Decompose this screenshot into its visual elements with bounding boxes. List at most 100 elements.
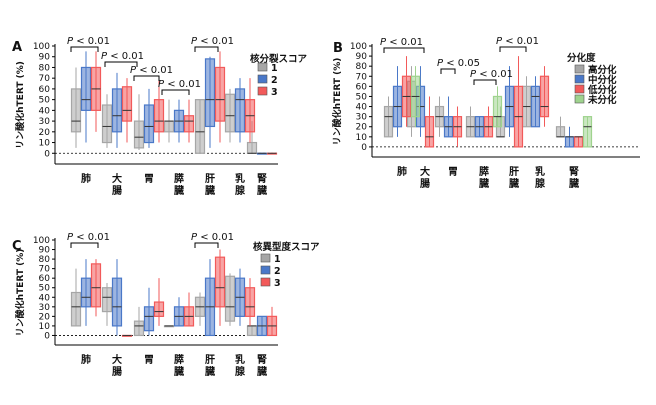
significance-bracket (161, 89, 190, 95)
y-tick-label: 90 (356, 52, 368, 62)
significance-bracket (194, 46, 219, 52)
significance-bracket (499, 46, 527, 52)
category-label: 腸 (112, 184, 122, 197)
y-tick-label: 60 (39, 85, 51, 95)
box (101, 104, 113, 144)
y-tick-label: 70 (39, 265, 51, 275)
legend-swatch (260, 265, 271, 275)
legend-title: 核異型度スコア (253, 241, 320, 253)
y-tick-label: 90 (39, 246, 51, 256)
y-tick-label: 80 (356, 62, 368, 72)
box (70, 88, 82, 133)
legend-label: 未分化 (587, 94, 617, 106)
category-label: 大 (112, 353, 122, 366)
category-label: 臓 (509, 177, 519, 190)
legend-title: 核分裂スコア (250, 53, 308, 65)
y-axis-label: リン酸化hTERT (%) (14, 249, 26, 337)
significance-label: P < 0.01 (158, 79, 201, 90)
significance-label: P < 0.01 (101, 51, 144, 62)
box (582, 116, 593, 148)
y-tick-label: 50 (39, 96, 51, 106)
y-tick-label: 20 (39, 128, 51, 138)
box (153, 301, 165, 317)
category-label: 乳 (235, 172, 245, 185)
box (573, 136, 584, 148)
category-label: 腸 (112, 365, 122, 378)
legend-label: 低分化 (587, 84, 617, 96)
box (246, 325, 258, 337)
y-tick-label: 0 (361, 143, 367, 153)
category-label: 大 (112, 172, 122, 185)
significance-bracket (70, 242, 99, 248)
significance-label: P < 0.01 (67, 232, 110, 243)
box (121, 86, 133, 122)
significance-bracket (70, 46, 99, 52)
legend-label: 3 (271, 87, 278, 98)
significance-label: P < 0.01 (496, 36, 539, 47)
box (90, 263, 102, 308)
box (214, 66, 226, 122)
category-label: 腎 (257, 173, 267, 185)
significance-label: P < 0.01 (380, 37, 423, 48)
y-tick-label: 80 (39, 255, 51, 265)
category-label: 肝 (205, 173, 215, 185)
panel-letter: C (12, 239, 22, 254)
category-label: 臓 (257, 184, 267, 197)
y-tick-label: 60 (39, 274, 51, 284)
y-tick-label: 40 (39, 106, 51, 116)
legend-label: 1 (274, 254, 281, 265)
category-label: 腺 (235, 365, 246, 378)
significance-label: P < 0.01 (470, 69, 513, 80)
legend-swatch (257, 74, 268, 84)
y-tick-label: 70 (356, 72, 368, 82)
legend-swatch (574, 64, 585, 74)
box (183, 115, 195, 133)
box (224, 275, 236, 322)
box (214, 256, 226, 308)
category-label: 膵 (174, 172, 184, 185)
box (101, 287, 113, 313)
box (133, 320, 145, 337)
significance-bracket (383, 47, 425, 53)
category-label: 腸 (420, 177, 430, 190)
category-label: 肺 (81, 172, 91, 185)
y-axis-label: リン酸化hTERT (%) (331, 58, 343, 146)
y-tick-label: 50 (356, 92, 368, 102)
box (383, 105, 394, 138)
significance-label: P < 0.01 (191, 232, 234, 243)
y-tick-label: 20 (39, 312, 51, 322)
y-tick-label: 30 (356, 113, 368, 123)
box (555, 126, 566, 138)
box (80, 277, 92, 308)
category-label: 大 (420, 165, 430, 178)
y-tick-label: 100 (350, 42, 367, 52)
significance-label: P < 0.05 (437, 58, 480, 69)
y-tick-label: 90 (39, 53, 51, 63)
legend-label: 2 (274, 266, 281, 277)
box (194, 99, 206, 154)
y-tick-label: 80 (39, 63, 51, 73)
legend-label: 中分化 (588, 74, 617, 86)
y-tick-label: 30 (39, 117, 51, 127)
box (564, 136, 575, 148)
box (530, 85, 541, 128)
category-label: 臓 (479, 177, 489, 190)
legend-swatch (260, 253, 271, 263)
box (539, 75, 550, 118)
legend-swatch (574, 94, 585, 104)
legend-swatch (257, 86, 268, 96)
legend-swatch (574, 74, 585, 84)
significance-label: P < 0.01 (130, 65, 173, 76)
category-label: 胃 (448, 166, 458, 178)
category-label: 臓 (205, 184, 215, 197)
category-label: 膵 (479, 165, 489, 178)
box (111, 88, 123, 133)
y-tick-label: 40 (39, 293, 51, 303)
box (244, 287, 256, 317)
category-label: 臓 (257, 365, 267, 378)
y-axis-label: リン酸化hTERT (%) (14, 61, 26, 149)
y-tick-label: 50 (39, 284, 51, 294)
legend-label: 3 (274, 278, 281, 289)
category-label: 腎 (257, 354, 267, 366)
